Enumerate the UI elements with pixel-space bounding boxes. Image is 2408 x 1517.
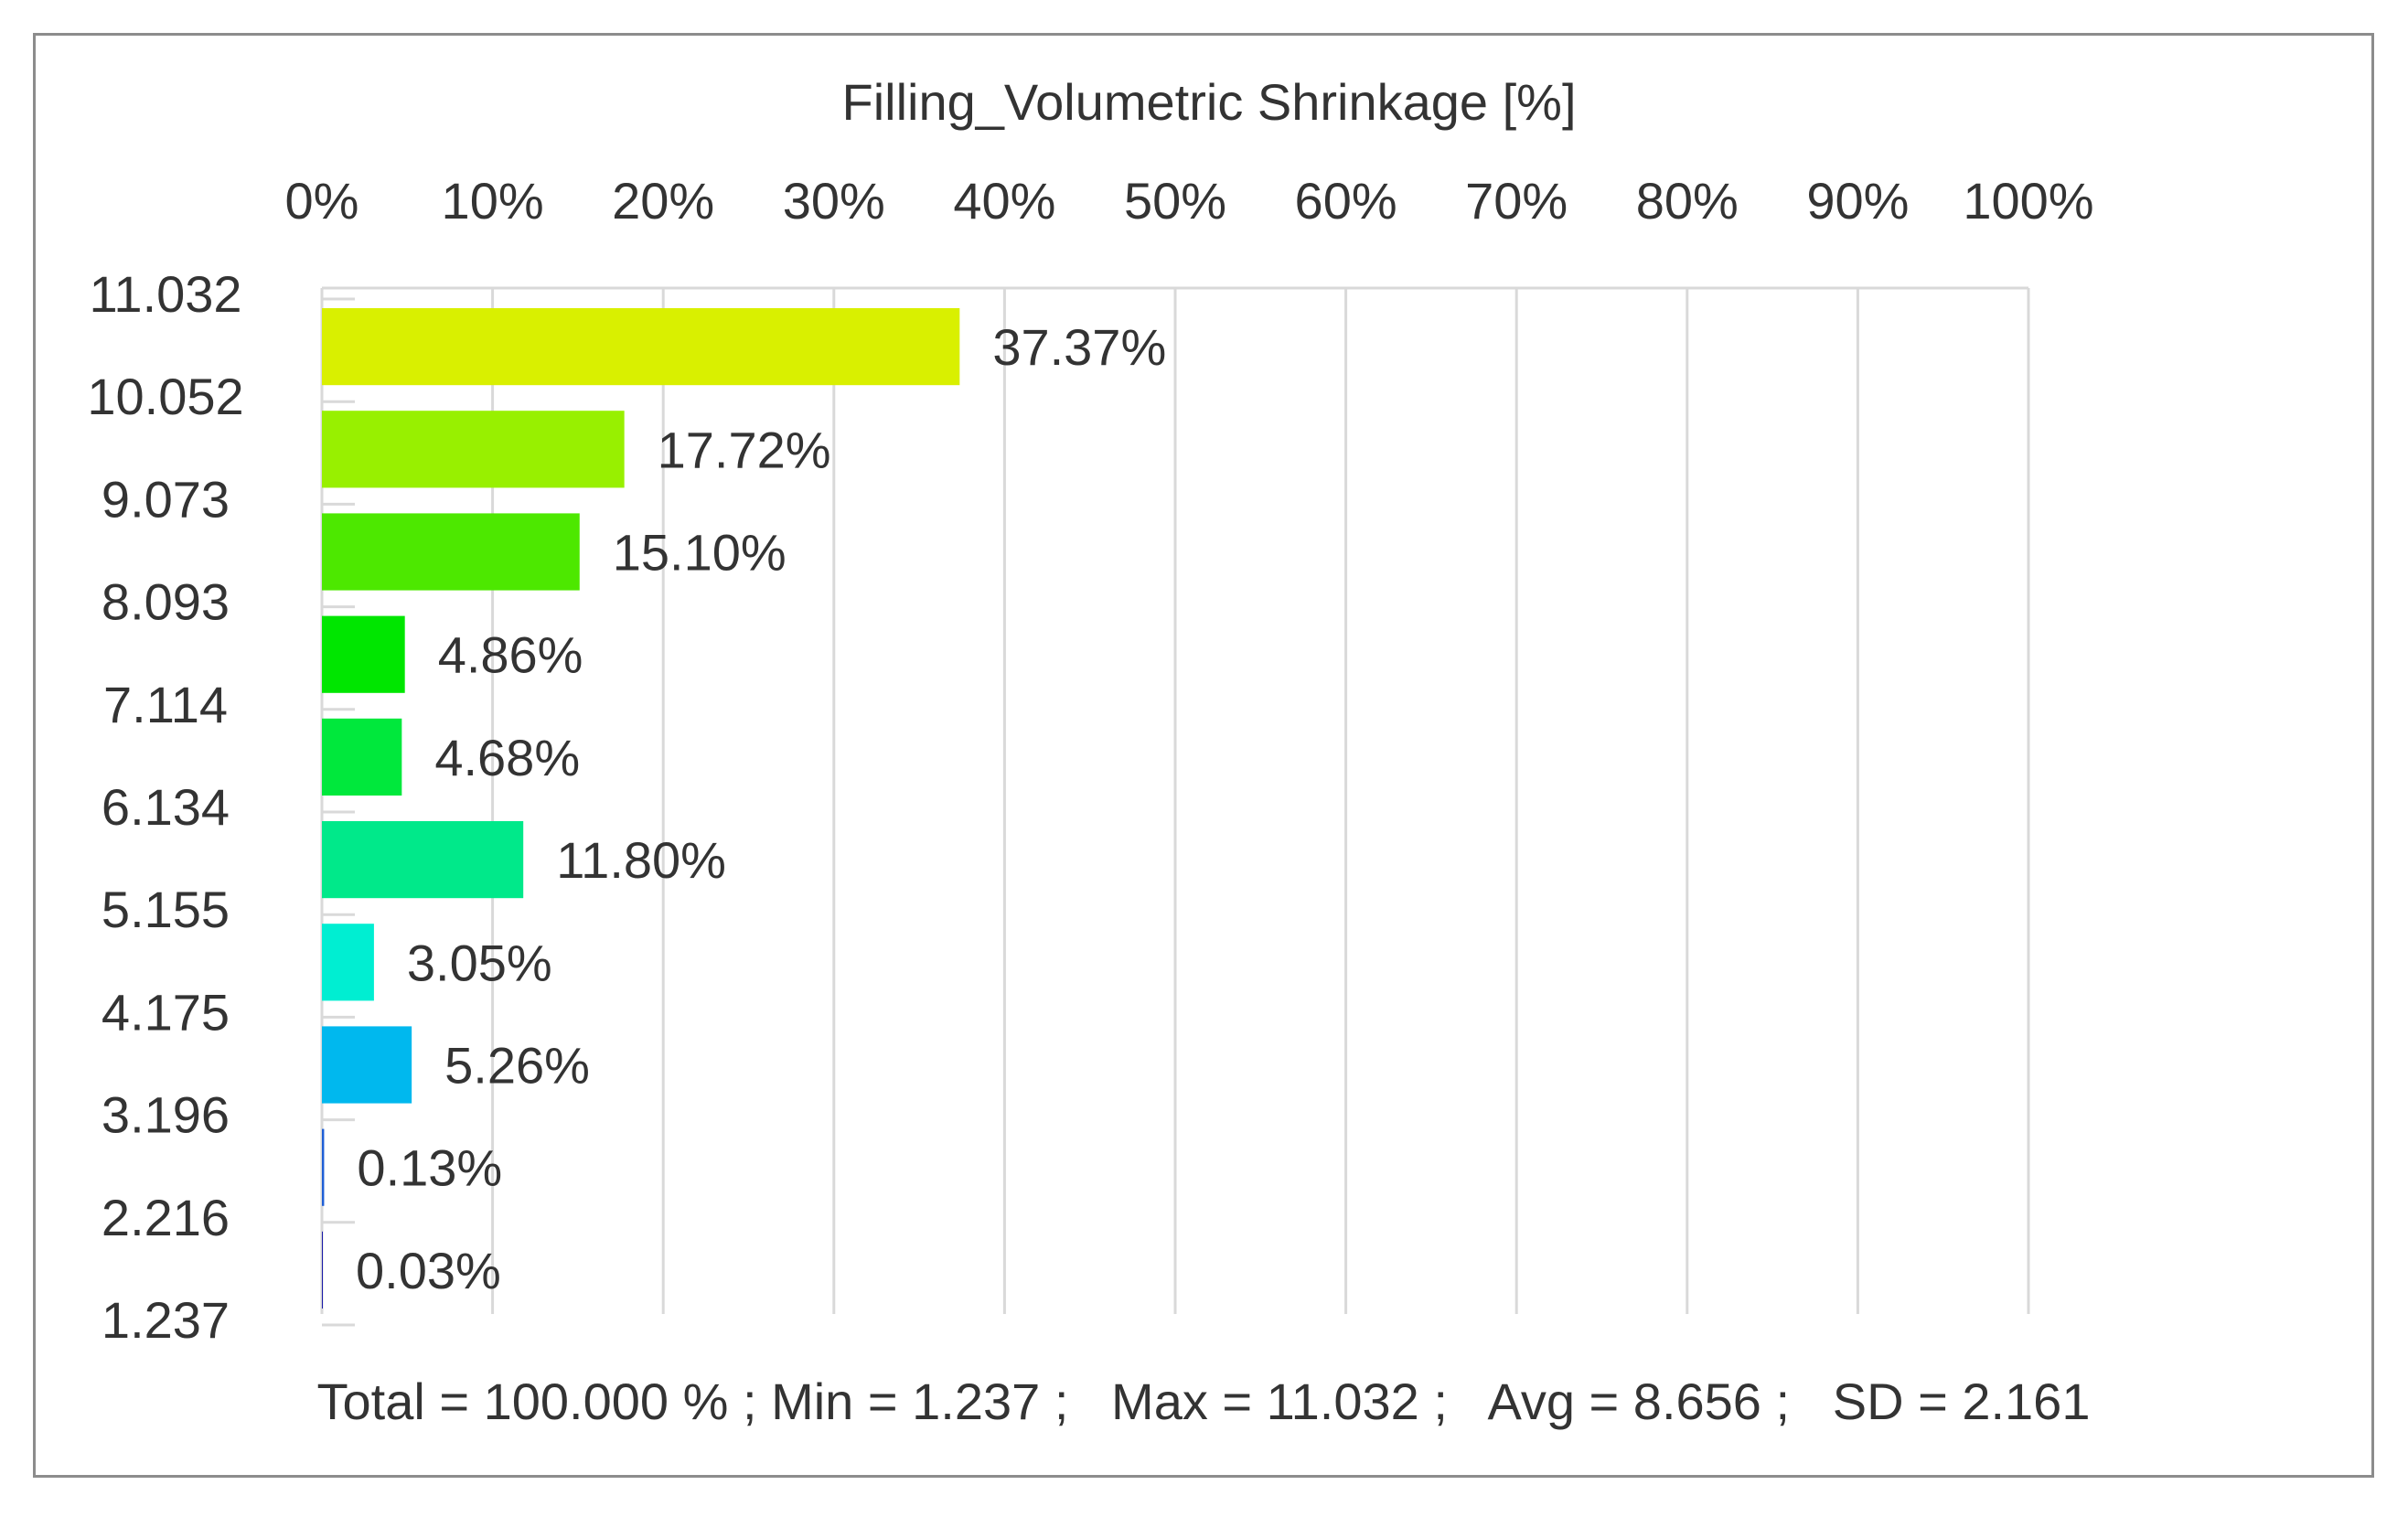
data-label: 4.68% — [434, 729, 580, 786]
bar — [322, 308, 960, 386]
category-label: 1.237 — [102, 1291, 230, 1349]
category-label: 4.175 — [102, 983, 230, 1041]
chart-svg: Filling_Volumetric Shrinkage [%] 0% 10% 20… — [87, 73, 2094, 1430]
data-label: 15.10% — [613, 524, 787, 582]
data-label: 3.05% — [407, 934, 552, 991]
bar — [322, 1128, 325, 1206]
category-label: 11.032 — [89, 265, 241, 323]
data-label: 0.13% — [357, 1139, 502, 1197]
data-label: 4.86% — [438, 626, 583, 684]
category-label: 9.073 — [102, 470, 230, 528]
category-label: 7.114 — [103, 676, 228, 733]
data-label: 17.72% — [658, 421, 831, 478]
x-tick-label: 80% — [1636, 172, 1739, 230]
chart-title: Filling_Volumetric Shrinkage [%] — [841, 73, 1576, 131]
x-tick-label: 90% — [1806, 172, 1909, 230]
bar — [322, 821, 524, 899]
data-labels: 37.37% 17.72% 15.10% 4.86% 4.68% 11.80%3.05% 5… — [356, 318, 1166, 1299]
x-tick-label: 50% — [1124, 172, 1226, 230]
bar — [322, 615, 405, 693]
data-label: 37.37% — [992, 318, 1166, 376]
x-tick-label: 0% — [285, 172, 359, 230]
category-label: 8.093 — [102, 573, 230, 631]
category-label: 5.155 — [102, 881, 230, 938]
category-label: 6.134 — [102, 778, 230, 836]
category-label: 2.216 — [102, 1189, 230, 1246]
statistics-summary: Total = 100.000 % ; Min = 1.237 ; Max = … — [317, 1373, 2091, 1430]
x-tick-label: 100% — [1963, 172, 2093, 230]
x-tick-label: 40% — [953, 172, 1055, 230]
data-label: 11.80% — [556, 831, 726, 889]
x-tick-labels: 0% 10% 20% 30% 40% 50% 60% 70% 80% 90% 100% — [285, 172, 2094, 230]
grid-layer — [320, 286, 2030, 1327]
category-label: 3.196 — [102, 1086, 230, 1144]
x-tick-label: 30% — [783, 172, 885, 230]
chart-frame: Filling_Volumetric Shrinkage [%] 0% 10% 20… — [33, 33, 2374, 1478]
bars — [322, 308, 960, 1309]
bar — [322, 1026, 412, 1104]
bar — [322, 924, 374, 1001]
x-tick-label: 70% — [1465, 172, 1568, 230]
bar — [322, 718, 402, 796]
data-label: 0.03% — [356, 1242, 501, 1299]
bar — [322, 513, 580, 591]
bar — [322, 1231, 323, 1309]
category-labels: 11.032 10.052 9.073 8.093 7.114 6.134 5.155 4.1… — [87, 265, 243, 1349]
x-tick-label: 10% — [442, 172, 544, 230]
category-label: 10.052 — [87, 368, 243, 425]
x-tick-label: 60% — [1295, 172, 1397, 230]
bar — [322, 411, 625, 488]
x-tick-label: 20% — [612, 172, 714, 230]
data-label: 5.26% — [444, 1037, 590, 1095]
